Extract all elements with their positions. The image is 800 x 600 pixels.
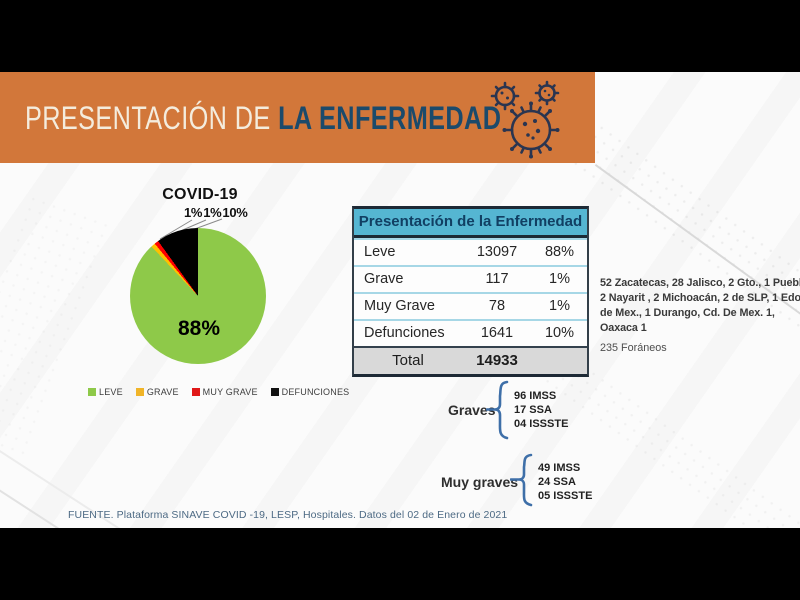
letterbox-bottom xyxy=(0,528,800,600)
graves-item: 96 IMSS xyxy=(514,390,557,402)
pie-chart-title: COVID-19 xyxy=(162,186,238,203)
pie-main-label: 88% xyxy=(177,317,221,340)
table-cell-value: 13097 xyxy=(476,244,518,260)
table-row-grave: Grave 117 1% xyxy=(354,265,587,292)
source-note: FUENTE. Plataforma SINAVE COVID -19, LES… xyxy=(68,509,508,521)
graves-label: Graves xyxy=(448,402,496,418)
table-total-value: 14933 xyxy=(476,352,518,369)
graves-brace-icon xyxy=(486,380,509,440)
pie-chart xyxy=(130,228,266,364)
table-cell-label: Grave xyxy=(364,271,404,287)
slide-title: PRESENTACIÓN DE LA ENFERMEDAD xyxy=(25,100,501,137)
states-line: Oaxaca 1 xyxy=(600,322,647,334)
table-cell-label: Muy Grave xyxy=(364,298,435,314)
states-line: 52 Zacatecas, 28 Jalisco, 2 Gto., 1 Pueb… xyxy=(600,277,800,289)
legend-swatch-defunciones-icon xyxy=(270,388,279,396)
letterbox-top xyxy=(0,0,800,72)
legend-swatch-grave-icon xyxy=(135,388,144,396)
table-cell-label: Defunciones xyxy=(364,325,445,341)
virus-icon xyxy=(490,80,560,159)
table-total-percent xyxy=(532,348,587,374)
table-cell-label: Leve xyxy=(364,244,396,260)
muy-graves-item: 49 IMSS xyxy=(538,462,581,474)
legend-label-grave: GRAVE xyxy=(146,387,179,397)
states-breakdown: 52 Zacatecas, 28 Jalisco, 2 Gto., 1 Pueb… xyxy=(600,276,800,336)
muy-graves-brace-icon xyxy=(510,453,533,507)
legend-label-leve: LEVE xyxy=(99,387,123,397)
legend-swatch-leve-icon xyxy=(88,388,96,396)
legend-label-muy-grave: MUY GRAVE xyxy=(202,387,258,397)
legend-item-muy-grave: MUY GRAVE xyxy=(191,387,258,397)
slide-title-bold: LA ENFERMEDAD xyxy=(278,100,502,136)
graves-item: 17 SSA xyxy=(514,404,552,416)
table-total-label: Total xyxy=(392,352,424,369)
pie-callout-defunciones: 10% xyxy=(222,205,248,220)
legend-item-leve: LEVE xyxy=(88,387,123,397)
legend-item-defunciones: DEFUNCIONES xyxy=(270,387,350,397)
graves-items: 96 IMSS 17 SSA 04 ISSSTE xyxy=(514,389,568,431)
table-row-total: Total 14933 xyxy=(354,346,587,374)
states-line: de Mex., 1 Durango, Cd. De Mex. 1, xyxy=(600,307,775,319)
pie-callout-labels: 1%1%10% xyxy=(184,205,249,220)
table-title: Presentación de la Enfermedad xyxy=(354,209,587,238)
muy-graves-label: Muy graves xyxy=(441,474,519,490)
muy-graves-items: 49 IMSS 24 SSA 05 ISSSTE xyxy=(538,461,592,503)
foraneos-note: 235 Foráneos xyxy=(600,342,667,354)
slide: PRESENTACIÓN DE LA ENFERMEDAD xyxy=(0,72,800,528)
table-cell-percent: 1% xyxy=(549,271,570,287)
title-banner: PRESENTACIÓN DE LA ENFERMEDAD xyxy=(0,72,595,163)
data-table: Presentación de la Enfermedad Leve 13097… xyxy=(352,206,589,377)
table-row-defunciones: Defunciones 1641 10% xyxy=(354,319,587,346)
graves-item: 04 ISSSTE xyxy=(514,418,569,430)
slide-title-regular: PRESENTACIÓN DE xyxy=(25,100,279,136)
pie-callout-muy-grave: 1% xyxy=(203,205,222,220)
pie-legend: LEVE GRAVE MUY GRAVE DEFUNCIONES xyxy=(88,387,349,397)
muy-graves-item: 24 SSA xyxy=(538,476,576,488)
pie-callout-grave: 1% xyxy=(184,205,203,220)
muy-graves-item: 05 ISSSTE xyxy=(538,490,593,502)
table-row-leve: Leve 13097 88% xyxy=(354,238,587,265)
table-cell-percent: 88% xyxy=(544,244,575,260)
dot-band-decoration xyxy=(0,192,115,458)
legend-label-defunciones: DEFUNCIONES xyxy=(281,387,350,397)
table-cell-value: 117 xyxy=(485,271,509,287)
table-cell-percent: 1% xyxy=(549,298,570,314)
table-cell-value: 1641 xyxy=(480,325,514,341)
states-line: 2 Nayarit , 2 Michoacán, 2 de SLP, 1 Edo… xyxy=(600,292,800,304)
legend-item-grave: GRAVE xyxy=(135,387,179,397)
table-cell-percent: 10% xyxy=(544,325,575,341)
legend-swatch-muy-grave-icon xyxy=(191,388,200,396)
table-row-muy-grave: Muy Grave 78 1% xyxy=(354,292,587,319)
table-cell-value: 78 xyxy=(488,298,506,314)
